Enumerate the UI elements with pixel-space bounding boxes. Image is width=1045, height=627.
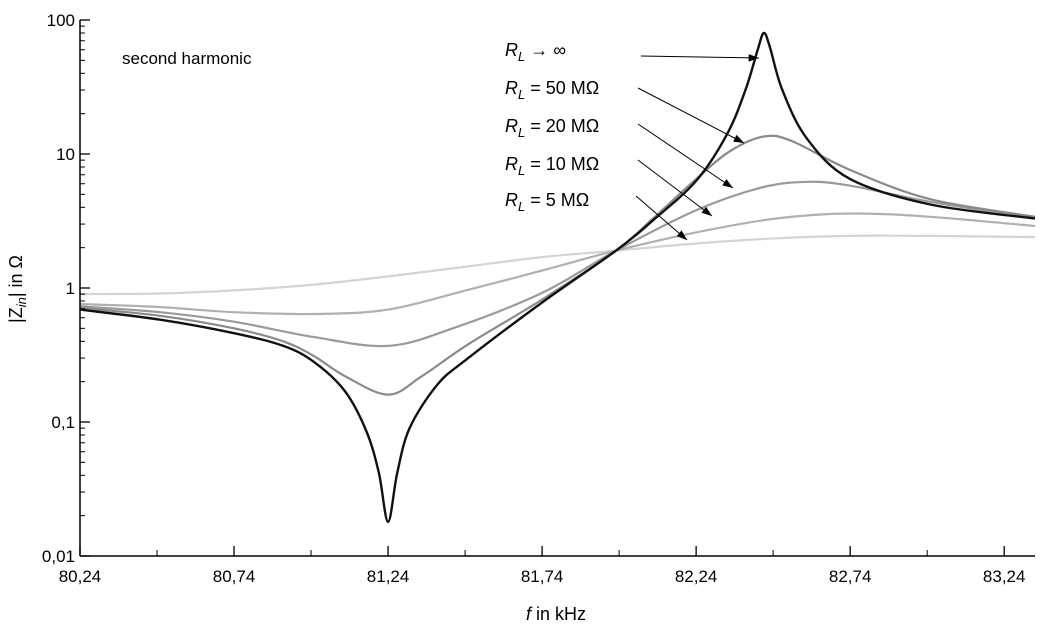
series-line-4 bbox=[79, 234, 1036, 296]
x-tick-label: 80,74 bbox=[213, 567, 256, 586]
x-axis-label: f in kHz bbox=[526, 604, 586, 624]
series-arrowhead-2 bbox=[722, 179, 733, 188]
series-label-rest: = 20 MΩ bbox=[525, 116, 599, 136]
y-tick-label: 0,01 bbox=[42, 547, 75, 566]
series-label-main: R bbox=[505, 116, 518, 136]
y-axis-label-pre: |Z bbox=[6, 307, 26, 323]
axis-ticks: 0,01 0,1 1 10 100 80,24 80,74 81,24 81,74 82,24 82… bbox=[42, 11, 1026, 586]
series-label-sub: L bbox=[518, 49, 525, 64]
series-label-1: RL = 50 MΩ bbox=[505, 78, 599, 102]
series-label-2: RL = 20 MΩ bbox=[505, 116, 599, 140]
x-tick-label: 82,74 bbox=[829, 567, 872, 586]
series-line-3 bbox=[79, 212, 1036, 316]
y-tick-label: 0,1 bbox=[51, 413, 75, 432]
series-arrow-0 bbox=[640, 55, 760, 59]
series-label-0: RL → ∞ bbox=[505, 40, 566, 64]
series-curves bbox=[79, 31, 1036, 524]
series-label-main: R bbox=[505, 40, 518, 60]
series-label-4: RL = 5 MΩ bbox=[505, 190, 589, 214]
series-label-3: RL = 10 MΩ bbox=[505, 154, 599, 178]
x-tick-label: 81,24 bbox=[367, 567, 410, 586]
series-arrow-4 bbox=[635, 195, 688, 241]
series-arrow-1 bbox=[637, 87, 745, 144]
series-label-rest: = 5 MΩ bbox=[525, 190, 589, 210]
x-axis-label-rest: in kHz bbox=[531, 604, 586, 624]
series-arrow-3 bbox=[637, 159, 713, 217]
series-label-sub: L bbox=[518, 163, 525, 178]
series-label-rest: = 10 MΩ bbox=[525, 154, 599, 174]
series-arrow-2 bbox=[637, 123, 734, 189]
y-tick-label: 10 bbox=[56, 145, 75, 164]
series-label-rest: → ∞ bbox=[525, 40, 566, 60]
x-tick-label: 83,24 bbox=[983, 567, 1026, 586]
series-label-main: R bbox=[505, 78, 518, 98]
series-label-rest: = 50 MΩ bbox=[525, 78, 599, 98]
y-tick-label: 100 bbox=[47, 11, 75, 30]
x-tick-label: 81,74 bbox=[521, 567, 564, 586]
x-axis-label-italic: f bbox=[526, 604, 533, 624]
series-line-0 bbox=[79, 31, 1036, 524]
series-arrowhead-3 bbox=[701, 206, 712, 216]
series-label-sub: L bbox=[518, 87, 525, 102]
annotation-text: second harmonic bbox=[122, 49, 252, 68]
series-arrowhead-0 bbox=[748, 54, 759, 62]
series-line-2 bbox=[79, 180, 1036, 348]
series-label-sub: L bbox=[518, 125, 525, 140]
x-tick-label: 80,24 bbox=[59, 567, 102, 586]
series-label-main: R bbox=[505, 154, 518, 174]
y-axis-label-post: | in Ω bbox=[6, 255, 26, 297]
series-line-1 bbox=[79, 134, 1036, 396]
series-label-sub: L bbox=[518, 199, 525, 214]
series-arrowhead-1 bbox=[733, 134, 744, 143]
x-tick-label: 82,24 bbox=[675, 567, 718, 586]
series-arrowhead-4 bbox=[676, 230, 687, 240]
y-axis-label-sub: in bbox=[14, 297, 29, 307]
y-tick-label: 1 bbox=[66, 279, 75, 298]
axes bbox=[79, 20, 1035, 557]
series-label-main: R bbox=[505, 190, 518, 210]
y-axis-label: |Zin| in Ω bbox=[6, 255, 29, 323]
